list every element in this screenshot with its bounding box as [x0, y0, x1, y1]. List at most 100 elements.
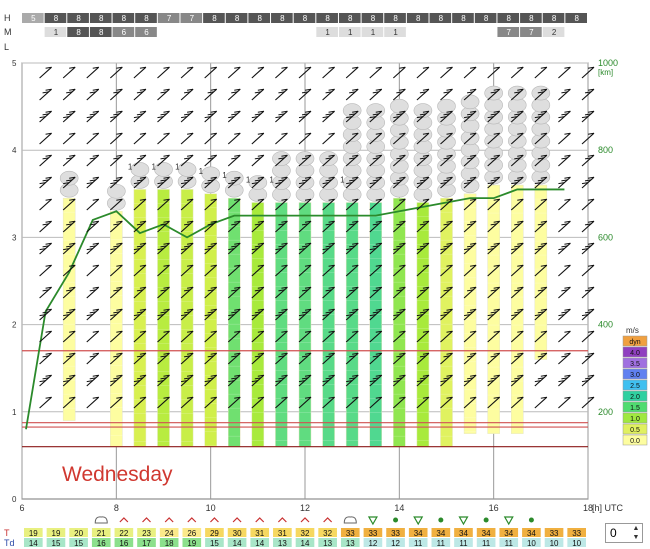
- barb-feather: [207, 245, 214, 248]
- barb-staff: [133, 88, 147, 101]
- wind-barb: [581, 154, 595, 167]
- dewpoint-cell: [46, 538, 66, 547]
- cumulus-count: 1: [269, 176, 274, 185]
- barb-feather: [564, 286, 571, 289]
- barb-feather: [139, 66, 146, 69]
- dewpoint-value: 11: [482, 539, 491, 548]
- barb-feather: [139, 352, 146, 355]
- wind-barb: [463, 330, 477, 343]
- x-tick-label: 14: [394, 503, 404, 513]
- barb-feather: [181, 314, 188, 317]
- barb-feather: [446, 132, 453, 135]
- barb-feather: [561, 91, 568, 94]
- dewpoint-cell: [137, 538, 156, 547]
- barb-feather: [399, 132, 406, 135]
- barb-feather: [45, 264, 52, 267]
- wind-barb: [251, 374, 265, 387]
- barb-feather: [281, 132, 288, 135]
- wind-barb: [416, 330, 430, 343]
- barb-feather: [443, 377, 450, 380]
- barb-staff: [345, 264, 359, 277]
- barb-staff: [510, 352, 524, 365]
- barb-feather: [517, 176, 524, 179]
- wind-barb: [369, 66, 383, 79]
- barb-feather: [517, 374, 524, 377]
- barb-feather: [301, 157, 309, 160]
- barb-feather: [63, 182, 70, 185]
- barb-feather: [187, 374, 194, 377]
- stepper-up-icon[interactable]: ▲: [632, 525, 640, 532]
- wind-barb: [39, 154, 52, 167]
- barb-staff: [558, 198, 571, 211]
- barb-feather: [163, 330, 170, 333]
- barb-feather: [42, 355, 49, 358]
- x-tick-label: 6: [19, 503, 24, 513]
- barb-feather: [184, 289, 191, 292]
- barb-feather: [163, 242, 170, 245]
- wind-barb: [62, 88, 76, 101]
- wind-barb: [204, 374, 218, 387]
- barb-feather: [69, 176, 76, 179]
- barb-feather: [540, 352, 547, 355]
- high-cloud-value: 8: [257, 14, 262, 23]
- wind-barb: [298, 286, 312, 299]
- barb-staff: [322, 154, 335, 167]
- barb-feather: [587, 308, 595, 311]
- wind-barb: [416, 374, 430, 387]
- barb-feather: [139, 132, 146, 135]
- barb-feather: [416, 314, 423, 317]
- barb-feather: [537, 377, 544, 380]
- barb-staff: [227, 198, 241, 211]
- barb-feather: [487, 314, 494, 317]
- wind-barb: [298, 198, 312, 211]
- barb-feather: [92, 242, 99, 245]
- wind-barb: [157, 264, 170, 277]
- barb-feather: [537, 245, 544, 248]
- barb-feather: [393, 248, 400, 251]
- barb-feather: [184, 245, 191, 248]
- day-offset-stepper[interactable]: 0 ▲ ▼: [605, 523, 643, 543]
- barb-staff: [581, 396, 595, 409]
- cloud-puff: [130, 162, 150, 177]
- barb-feather: [399, 352, 406, 355]
- barb-feather: [540, 110, 547, 113]
- wind-barb: [180, 220, 194, 233]
- wind-barb: [369, 286, 383, 299]
- legend-swatch: [622, 379, 648, 391]
- barb-feather: [375, 88, 382, 91]
- wind-barb: [345, 154, 359, 167]
- wind-barb: [581, 132, 595, 145]
- barb-feather: [399, 330, 406, 333]
- barb-feather: [470, 286, 477, 289]
- barb-staff: [345, 396, 359, 409]
- barb-feather: [464, 116, 471, 119]
- wind-barb: [416, 110, 430, 123]
- barb-feather: [234, 132, 241, 135]
- barb-feather: [375, 352, 382, 355]
- barb-feather: [537, 113, 544, 116]
- barb-feather: [464, 182, 471, 185]
- wind-barb: [157, 132, 170, 145]
- wind-barb: [86, 286, 100, 299]
- wind-barb: [227, 198, 241, 211]
- wind-barb: [251, 286, 265, 299]
- barb-feather: [257, 242, 264, 245]
- barb-staff: [133, 154, 147, 167]
- wind-barb: [487, 286, 501, 299]
- barb-feather: [399, 308, 406, 311]
- dewpoint-cell: [454, 538, 473, 547]
- barb-feather: [45, 176, 52, 179]
- cloud-puff: [154, 162, 173, 177]
- barb-feather: [187, 110, 194, 113]
- barb-feather: [163, 264, 170, 267]
- barb-staff: [463, 66, 477, 79]
- stepper-down-icon[interactable]: ▼: [632, 534, 640, 541]
- barb-feather: [92, 198, 99, 201]
- barb-staff: [463, 132, 477, 145]
- wind-barb: [275, 242, 288, 255]
- wind-barb: [581, 220, 595, 233]
- barb-feather: [537, 91, 544, 94]
- barb-feather: [281, 176, 288, 179]
- wind-barb: [416, 396, 430, 409]
- cumulus-count: 1: [152, 162, 157, 171]
